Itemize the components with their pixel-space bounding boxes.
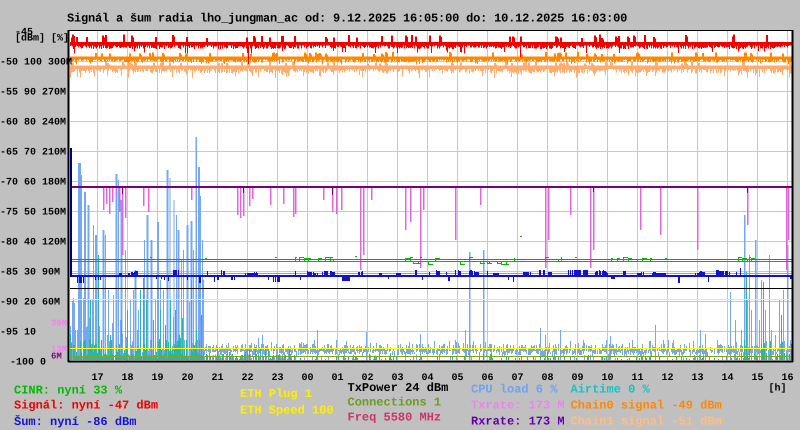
svg-text:21: 21 [211, 373, 223, 384]
svg-text:13: 13 [691, 373, 703, 384]
svg-text:01: 01 [331, 373, 343, 384]
svg-text:ETH Speed 100: ETH Speed 100 [240, 403, 334, 417]
svg-text:-60 80 240M: -60 80 240M [0, 118, 66, 129]
svg-text:[h]: [h] [769, 383, 787, 395]
svg-text:TxPower 24 dBm: TxPower 24 dBm [348, 381, 449, 395]
svg-text:Rxrate: 173 M: Rxrate: 173 M [471, 414, 565, 428]
svg-text:CPU load 6 %: CPU load 6 % [471, 382, 558, 396]
svg-text:03: 03 [391, 373, 403, 384]
svg-text:14: 14 [721, 373, 733, 384]
svg-text:ETH Plug 1: ETH Plug 1 [240, 387, 312, 401]
svg-text:-100 0: -100 0 [10, 358, 46, 369]
svg-text:-80 40 120M: -80 40 120M [0, 238, 66, 249]
svg-text:00: 00 [301, 373, 313, 384]
svg-text:6M: 6M [51, 352, 62, 362]
svg-text:17: 17 [91, 373, 103, 384]
svg-text:Signál: nyní -47 dBm: Signál: nyní -47 dBm [14, 398, 158, 412]
svg-text:04: 04 [421, 373, 433, 384]
svg-text:-85 30 90M: -85 30 90M [0, 268, 60, 279]
svg-text:39M: 39M [51, 319, 67, 329]
svg-text:23: 23 [271, 373, 283, 384]
svg-text:Airtime 0 %: Airtime 0 % [571, 382, 651, 396]
svg-text:12: 12 [661, 373, 673, 384]
svg-text:19: 19 [151, 373, 163, 384]
svg-text:06: 06 [481, 373, 493, 384]
svg-text:07: 07 [511, 373, 523, 384]
svg-text:05: 05 [451, 373, 463, 384]
svg-text:20: 20 [181, 373, 193, 384]
svg-text:16: 16 [781, 373, 793, 384]
svg-text:Freq 5580 MHz: Freq 5580 MHz [348, 410, 442, 424]
svg-text:Chain0 signal -49 dBm: Chain0 signal -49 dBm [571, 398, 722, 412]
svg-text:22: 22 [241, 373, 253, 384]
svg-text:15: 15 [751, 373, 763, 384]
svg-text:08: 08 [541, 373, 553, 384]
svg-text:Connections 1: Connections 1 [348, 395, 442, 409]
svg-text:[dBm] [%]: [dBm] [%] [15, 33, 69, 45]
svg-text:-45: -45 [15, 28, 33, 39]
svg-text:11: 11 [631, 373, 643, 384]
svg-text:13M: 13M [51, 345, 67, 355]
svg-text:-50 100 300M: -50 100 300M [0, 58, 72, 69]
svg-text:-70 60 180M: -70 60 180M [0, 178, 66, 189]
svg-text:-75 50 150M: -75 50 150M [0, 208, 66, 219]
svg-text:-90 20 60M: -90 20 60M [0, 298, 60, 309]
svg-text:-65 70 210M: -65 70 210M [0, 148, 66, 159]
svg-text:Chain1 signal -51 dBm: Chain1 signal -51 dBm [571, 414, 722, 428]
svg-text:10: 10 [601, 373, 613, 384]
svg-text:Šum: nyní -86 dBm: Šum: nyní -86 dBm [14, 415, 136, 429]
svg-text:-55 90 270M: -55 90 270M [0, 88, 66, 99]
svg-text:Txrate: 173 M: Txrate: 173 M [471, 398, 565, 412]
svg-text:09: 09 [571, 373, 583, 384]
svg-text:Signál a šum radia lho_jungman: Signál a šum radia lho_jungman_ac od: 9.… [67, 12, 627, 26]
svg-text:18: 18 [121, 373, 133, 384]
svg-text:02: 02 [361, 373, 373, 384]
svg-text:-95 10: -95 10 [0, 328, 36, 339]
svg-text:CINR: nyní 33 %: CINR: nyní 33 % [14, 383, 123, 397]
